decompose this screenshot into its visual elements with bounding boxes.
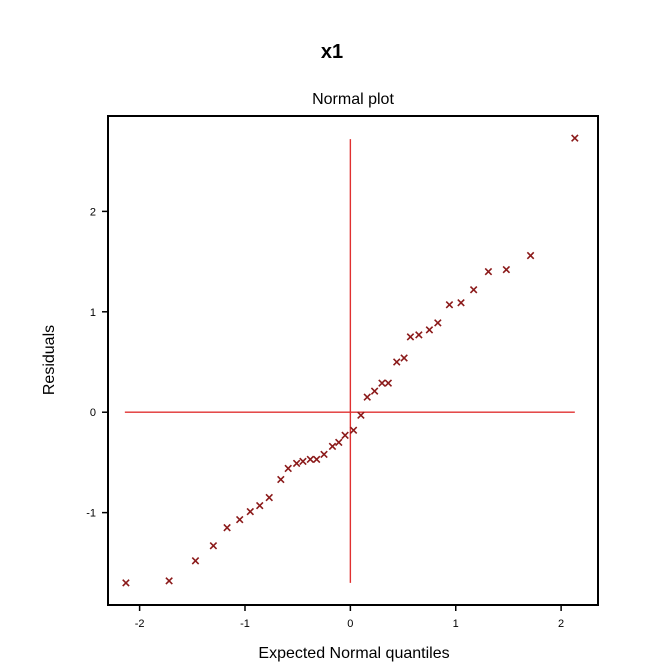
- data-point-marker: [341, 431, 349, 440]
- data-point-marker: [246, 507, 255, 516]
- data-point-marker: [425, 326, 434, 334]
- x-tick-label: 1: [453, 618, 459, 630]
- data-point-marker: [363, 393, 371, 401]
- data-point-marker: [165, 577, 173, 585]
- data-point-marker: [571, 134, 579, 142]
- data-point-marker: [406, 333, 415, 341]
- plot-frame: [107, 115, 599, 606]
- data-point-marker: [400, 354, 408, 362]
- y-axis-label: Residuals: [41, 325, 58, 395]
- data-point-marker: [434, 319, 442, 327]
- x-tick-label: -1: [240, 618, 250, 630]
- data-point-marker: [292, 459, 301, 468]
- data-point-marker: [277, 475, 285, 484]
- data-point-marker: [209, 541, 218, 550]
- data-points: [122, 134, 579, 587]
- x-axis-label: Expected Normal quantiles: [258, 645, 449, 662]
- data-point-marker: [223, 523, 231, 532]
- data-point-marker: [502, 265, 511, 274]
- y-axis-ticks: -1 0 1 2: [86, 206, 108, 520]
- data-point-marker: [445, 301, 454, 309]
- data-point-marker: [299, 457, 307, 466]
- data-point-marker: [265, 493, 273, 502]
- y-tick-label: 0: [90, 407, 96, 419]
- data-point-marker: [335, 438, 343, 447]
- data-point-marker: [284, 464, 292, 473]
- data-point-marker: [484, 267, 493, 276]
- x-tick-label: 2: [558, 618, 564, 630]
- data-point-marker: [306, 455, 315, 464]
- y-tick-label: 2: [90, 206, 96, 218]
- data-point-marker: [191, 557, 200, 565]
- data-point-marker: [469, 285, 478, 294]
- data-point-marker: [122, 579, 130, 587]
- data-point-marker: [392, 358, 401, 366]
- data-point-marker: [235, 515, 244, 524]
- data-point-marker: [320, 450, 328, 459]
- reference-lines: [124, 139, 575, 583]
- data-point-marker: [457, 298, 465, 307]
- data-point-marker: [349, 426, 358, 435]
- chart-subtitle: Normal plot: [312, 91, 394, 108]
- data-point-marker: [357, 411, 365, 419]
- chart-title: x1: [321, 41, 343, 63]
- y-tick-label: -1: [86, 508, 96, 520]
- y-tick-label: 1: [90, 307, 96, 319]
- data-point-marker: [378, 379, 386, 387]
- x-tick-label: 0: [347, 618, 353, 630]
- data-point-marker: [370, 387, 379, 395]
- data-point-marker: [328, 442, 337, 451]
- x-axis-ticks: -2 -1 0 1 2: [135, 605, 564, 630]
- x-tick-label: -2: [135, 618, 145, 630]
- data-point-marker: [255, 501, 264, 510]
- data-point-marker: [384, 379, 393, 387]
- data-point-marker: [526, 251, 535, 260]
- data-point-marker: [312, 455, 321, 464]
- data-point-marker: [415, 331, 423, 339]
